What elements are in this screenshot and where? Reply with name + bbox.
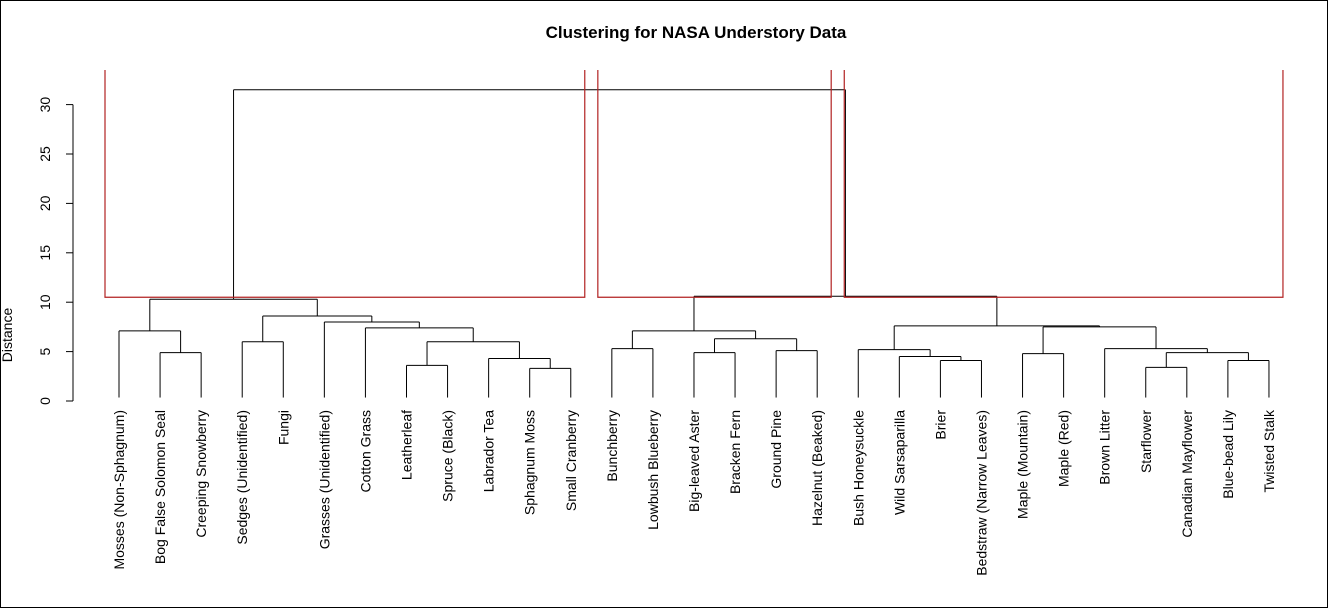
y-axis: 0 5 10 15 20 25 30 bbox=[37, 97, 74, 405]
leaf-labels: Mosses (Non-Sphagnum) Bog False Solomon S… bbox=[111, 409, 1277, 576]
leaf-label: Labrador Tea bbox=[481, 410, 497, 492]
leaf-label: Sphagnum Moss bbox=[522, 410, 538, 515]
leaf-label: Brown Litter bbox=[1097, 410, 1113, 485]
leaf-label: Leatherleaf bbox=[398, 410, 414, 480]
leaf-label: Mosses (Non-Sphagnum) bbox=[111, 410, 127, 570]
leaf-label: Sedges (Unidentified) bbox=[234, 410, 250, 545]
leaf-label: Starflower bbox=[1138, 410, 1154, 473]
leaf-label: Maple (Mountain) bbox=[1015, 410, 1031, 519]
dendrogram-branches bbox=[118, 89, 1270, 398]
cluster-box bbox=[597, 70, 832, 298]
leaf-label: Twisted Stalk bbox=[1261, 409, 1277, 492]
chart-title: Clustering for NASA Understory Data bbox=[546, 23, 847, 42]
leaf-label: Hazelnut (Beaked) bbox=[809, 410, 825, 526]
leaf-label: Bush Honeysuckle bbox=[850, 410, 866, 526]
leaf-label: Canadian Mayflower bbox=[1179, 410, 1195, 538]
leaf-label: Wild Sarsaparilla bbox=[891, 410, 907, 515]
leaf-label: Lowbush Blueberry bbox=[645, 410, 661, 530]
leaf-label: Small Cranberry bbox=[563, 410, 579, 511]
y-tick-label: 20 bbox=[37, 195, 53, 211]
leaf-label: Ground Pine bbox=[768, 410, 784, 489]
cluster-box bbox=[843, 70, 1284, 298]
cluster-boxes bbox=[104, 70, 1284, 298]
y-axis-label: Distance bbox=[0, 308, 15, 363]
leaf-label: Bracken Fern bbox=[727, 410, 743, 494]
leaf-label: Bunchberry bbox=[604, 410, 620, 482]
leaf-label: Big-leaved Aster bbox=[686, 410, 702, 512]
y-tick-label: 10 bbox=[37, 294, 53, 310]
y-tick-label: 5 bbox=[37, 347, 53, 355]
leaf-label: Maple (Red) bbox=[1056, 410, 1072, 487]
y-tick-label: 30 bbox=[37, 97, 53, 113]
leaf-label: Grasses (Unidentified) bbox=[316, 410, 332, 549]
leaf-label: Fungi bbox=[275, 410, 291, 445]
leaf-label: Blue-bead Lily bbox=[1220, 410, 1236, 499]
leaf-label: Bog False Solomon Seal bbox=[152, 410, 168, 564]
leaf-label: Brier bbox=[932, 410, 948, 440]
y-tick-label: 25 bbox=[37, 146, 53, 162]
y-tick-label: 15 bbox=[37, 245, 53, 261]
leaf-label: Cotton Grass bbox=[357, 410, 373, 492]
leaf-label: Creeping Snowberry bbox=[193, 410, 209, 538]
cluster-box bbox=[104, 70, 586, 298]
leaf-label: Bedstraw (Narrow Leaves) bbox=[973, 410, 989, 576]
leaf-label: Spruce (Black) bbox=[440, 410, 456, 502]
y-tick-label: 0 bbox=[37, 397, 53, 405]
